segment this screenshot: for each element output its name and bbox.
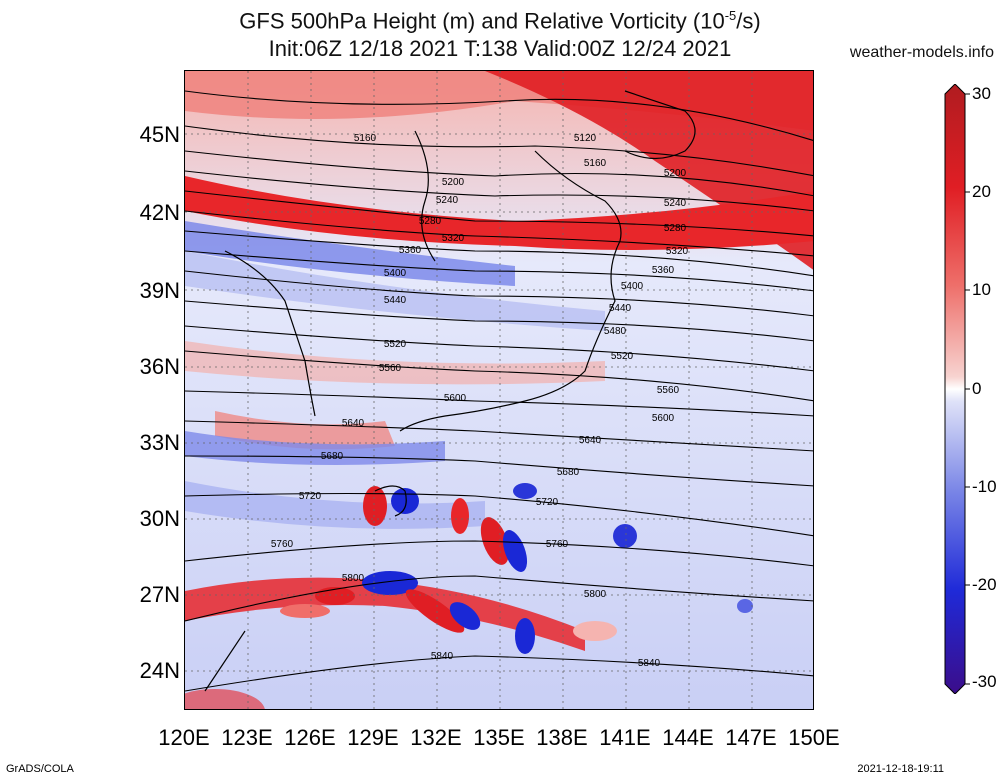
contour-label: 5440 xyxy=(609,303,632,314)
colorbar-ramp xyxy=(944,83,966,695)
vort-cell xyxy=(280,604,330,618)
contour-label: 5480 xyxy=(604,326,627,337)
contour-label: 5800 xyxy=(342,573,365,584)
chart-title-line2: Init:06Z 12/18 2021 T:138 Valid:00Z 12/2… xyxy=(268,36,732,61)
lon-tick: 150E xyxy=(788,725,840,750)
lon-tick: 147E xyxy=(725,725,777,750)
vort-band xyxy=(185,481,485,529)
vort-cell xyxy=(502,530,528,572)
map-svg: 5120 5160 5160 5200 5200 5240 5240 5280 … xyxy=(185,71,813,709)
contour-label: 5760 xyxy=(546,539,569,550)
lon-tick: 123E xyxy=(221,725,273,750)
contour-label: 5520 xyxy=(611,351,634,362)
colorbar-ticks xyxy=(965,93,970,685)
lon-tick: 132E xyxy=(410,725,462,750)
vort-cell xyxy=(363,486,387,526)
contour-label: 5560 xyxy=(657,385,680,396)
contour-label: 5840 xyxy=(431,651,454,662)
lat-tick: 30N xyxy=(139,506,180,531)
colorbar-tick-label: -20 xyxy=(972,575,997,594)
vort-cell xyxy=(513,483,537,499)
contour-label: 5200 xyxy=(442,177,465,188)
lat-tick: 42N xyxy=(139,200,180,225)
lat-tick: 45N xyxy=(139,122,180,147)
contour-label: 5320 xyxy=(442,233,465,244)
colorbar-tick-label: 30 xyxy=(972,84,991,103)
contour-label: 5320 xyxy=(666,246,689,257)
vort-cell xyxy=(362,571,418,595)
vort-band xyxy=(185,341,605,385)
coastlines xyxy=(204,90,696,692)
height-contours xyxy=(185,90,813,692)
colorbar-tick-label: -10 xyxy=(972,477,997,496)
contour-label: 5600 xyxy=(652,413,675,424)
lon-tick: 138E xyxy=(536,725,588,750)
vorticity-map: 5120 5160 5160 5200 5200 5240 5240 5280 … xyxy=(184,70,814,710)
vort-cell xyxy=(185,689,265,709)
contour-label: 5800 xyxy=(584,589,607,600)
contour-label: 5840 xyxy=(638,658,661,669)
vort-cell xyxy=(405,589,465,633)
lon-tick: 126E xyxy=(284,725,336,750)
contour-label: 5560 xyxy=(379,363,402,374)
contour-label: 5400 xyxy=(384,268,407,279)
lat-tick: 36N xyxy=(139,354,180,379)
graticule xyxy=(185,71,813,709)
footer-timestamp: 2021-12-18-19:11 xyxy=(857,763,944,775)
contour-label: 5720 xyxy=(299,491,322,502)
footer-software: GrADS/COLA xyxy=(6,763,74,775)
vort-cell xyxy=(480,517,510,565)
vort-band xyxy=(185,176,813,250)
contour-label: 5680 xyxy=(557,467,580,478)
site-watermark: weather-models.info xyxy=(849,44,994,61)
contour-label: 5360 xyxy=(652,265,675,276)
contour-label: 5160 xyxy=(584,158,607,169)
vort-cell xyxy=(613,524,637,548)
contour-label: 5240 xyxy=(664,198,687,209)
colorbar-tick-label: 10 xyxy=(972,280,991,299)
contour-label: 5120 xyxy=(574,133,597,144)
vort-cell xyxy=(573,621,617,641)
lon-tick: 135E xyxy=(473,725,525,750)
contour-label: 5640 xyxy=(579,435,602,446)
vort-cell xyxy=(449,602,481,630)
lat-tick: 33N xyxy=(139,430,180,455)
contour-labels: 5120 5160 5160 5200 5200 5240 5240 5280 … xyxy=(271,133,689,669)
contour-label: 5760 xyxy=(271,539,294,550)
contour-label: 5720 xyxy=(536,497,559,508)
lat-tick: 39N xyxy=(139,278,180,303)
vort-cell xyxy=(737,599,753,613)
colorbar-tick-label: 0 xyxy=(972,379,982,398)
colorbar-tick-label: -30 xyxy=(972,672,997,691)
contour-label: 5400 xyxy=(621,281,644,292)
contour-label: 5520 xyxy=(384,339,407,350)
lon-tick: 141E xyxy=(599,725,651,750)
colorbar-tick-label: 20 xyxy=(972,182,991,201)
contour-label: 5200 xyxy=(664,168,687,179)
colorbar xyxy=(940,83,1000,695)
vort-band xyxy=(185,577,585,651)
contour-label: 5600 xyxy=(444,393,467,404)
lat-tick: 27N xyxy=(139,582,180,607)
contour-label: 5680 xyxy=(321,451,344,462)
contour-label: 5240 xyxy=(436,195,459,206)
contour-label: 5280 xyxy=(419,216,442,227)
lon-tick: 129E xyxy=(347,725,399,750)
lon-tick: 144E xyxy=(662,725,714,750)
contour-label: 5160 xyxy=(354,133,377,144)
contour-label: 5360 xyxy=(399,245,422,256)
contour-label: 5440 xyxy=(384,295,407,306)
vort-band xyxy=(485,71,813,270)
vort-cell xyxy=(315,587,355,605)
vort-cell xyxy=(515,618,535,654)
vort-cell xyxy=(451,498,469,534)
lon-tick: 120E xyxy=(158,725,210,750)
contour-label: 5640 xyxy=(342,418,365,429)
vort-band xyxy=(215,411,395,450)
colorbar-svg xyxy=(944,83,970,695)
lat-tick: 24N xyxy=(139,658,180,683)
contour-label: 5280 xyxy=(664,223,687,234)
chart-title-line1: GFS 500hPa Height (m) and Relative Vorti… xyxy=(239,8,761,34)
